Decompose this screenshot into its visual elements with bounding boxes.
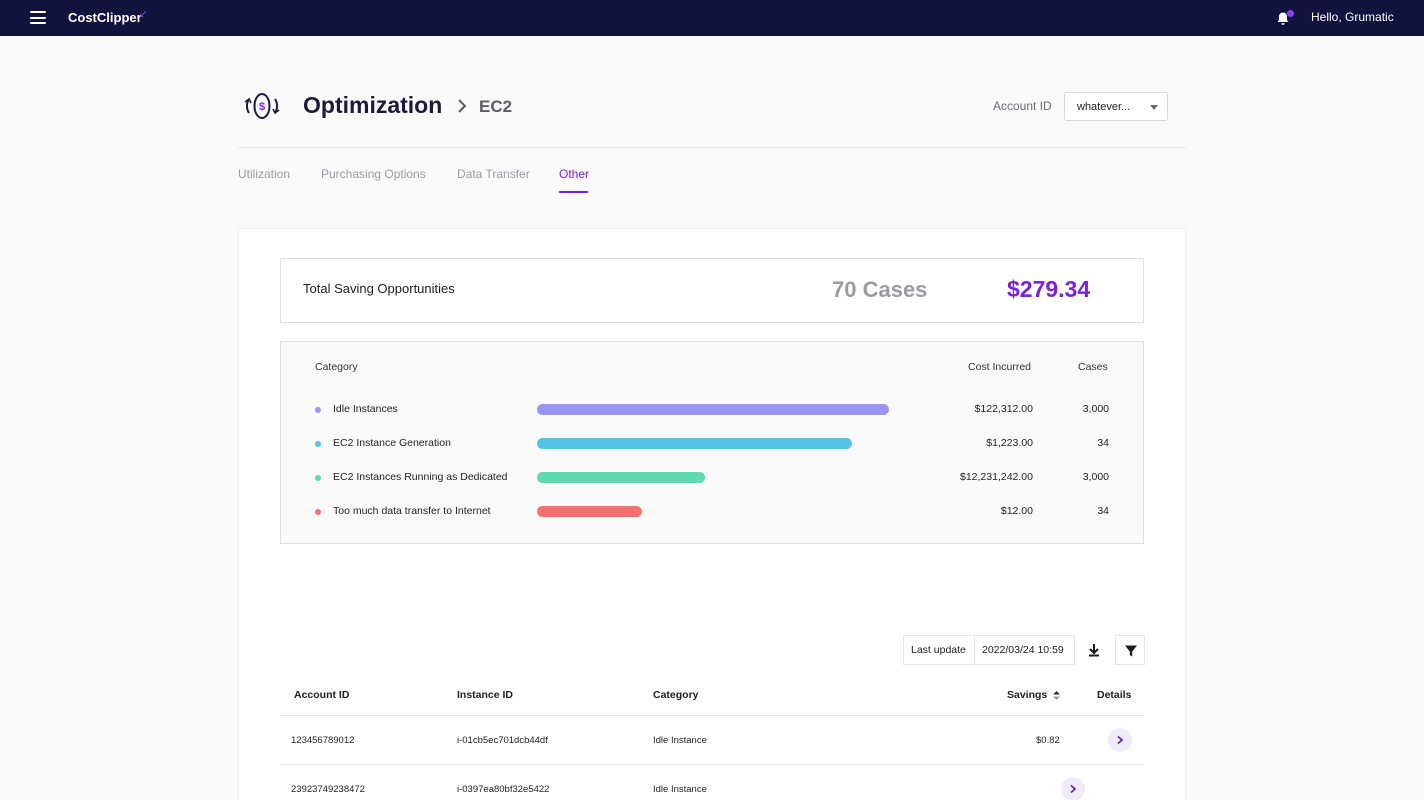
header-divider: [238, 147, 1186, 148]
table-row-divider: [280, 764, 1144, 765]
chevron-right-icon: [1117, 735, 1124, 745]
filter-icon: [1125, 645, 1137, 657]
row-1-category: Idle Instance: [653, 735, 707, 746]
row-2-category: Idle Instance: [653, 784, 707, 795]
summary-label: Total Saving Opportunities: [303, 281, 455, 296]
category-cases: 34: [1097, 437, 1109, 449]
user-greeting[interactable]: Hello, Grumatic: [1311, 10, 1394, 24]
sort-icon[interactable]: [1052, 690, 1061, 701]
last-update-box: Last update 2022/03/24 10:59: [903, 635, 1075, 665]
category-row: Idle Instances $122,312.00 3,000: [280, 400, 1144, 420]
tab-purchasing-options[interactable]: Purchasing Options: [321, 167, 426, 181]
account-id-select[interactable]: whatever...: [1064, 92, 1168, 121]
optimization-coin-icon: $: [244, 93, 280, 119]
table-header-divider: [280, 715, 1144, 716]
col-instance-id[interactable]: Instance ID: [457, 689, 514, 701]
category-bar: [537, 438, 852, 449]
last-update-value: 2022/03/24 10:59: [982, 644, 1064, 656]
breadcrumb-ec2[interactable]: EC2: [479, 97, 513, 116]
row-1-account-id: 123456789012: [291, 735, 355, 746]
row-1-instance-id: i-01cb5ec701dcb44df: [457, 735, 548, 746]
category-row: EC2 Instance Generation $1,223.00 34: [280, 434, 1144, 454]
col-account-id[interactable]: Account ID: [294, 689, 350, 701]
row-1-details-button[interactable]: [1108, 728, 1132, 752]
category-bar: [537, 506, 642, 517]
tab-data-transfer[interactable]: Data Transfer: [457, 167, 530, 181]
category-header: Category: [315, 361, 358, 373]
last-update-divider: [974, 636, 975, 664]
category-name: Too much data transfer to Internet: [333, 505, 491, 517]
hamburger-menu-icon[interactable]: [30, 11, 46, 24]
col-category[interactable]: Category: [653, 689, 699, 701]
category-bar: [537, 472, 705, 483]
summary-panel: [280, 258, 1144, 323]
filter-button[interactable]: [1115, 635, 1145, 665]
chevron-right-icon: [1070, 784, 1077, 794]
svg-text:$: $: [259, 101, 265, 113]
tab-utilization[interactable]: Utilization: [238, 167, 291, 181]
active-tab-indicator: [559, 191, 588, 193]
col-details: Details: [1097, 689, 1132, 701]
notification-bell-icon[interactable]: [1276, 11, 1290, 26]
category-bar: [537, 404, 889, 415]
category-name: EC2 Instances Running as Dedicated: [333, 471, 508, 483]
row-2-details-button[interactable]: [1061, 777, 1085, 800]
notification-badge: [1287, 10, 1294, 17]
category-cost: $12,231,242.00: [960, 471, 1033, 483]
category-cases: 3,000: [1082, 403, 1109, 415]
account-id-label: Account ID: [993, 99, 1052, 113]
category-color-dot: [315, 407, 321, 413]
category-row: EC2 Instances Running as Dedicated $12,23…: [280, 468, 1144, 488]
category-name: EC2 Instance Generation: [333, 437, 451, 449]
account-id-value: whatever...: [1077, 101, 1131, 113]
app-logo[interactable]: CostClipper: [68, 10, 142, 25]
category-name: Idle Instances: [333, 403, 398, 415]
category-cases: 3,000: [1082, 471, 1109, 483]
category-cases: 34: [1097, 505, 1109, 517]
logo-arrow-icon: ↙: [139, 9, 148, 20]
category-color-dot: [315, 475, 321, 481]
row-2-instance-id: i-0397ea80bf32e5422: [457, 784, 550, 795]
download-button[interactable]: [1079, 635, 1109, 665]
page-title: Optimization: [303, 92, 443, 118]
tab-other[interactable]: Other: [559, 167, 590, 181]
summary-cases: 70 Cases: [832, 277, 928, 302]
category-cost: $1,223.00: [986, 437, 1033, 449]
row-1-savings: $0.82: [1036, 735, 1060, 746]
cases-header: Cases: [1078, 361, 1108, 373]
chevron-down-icon: [1150, 105, 1158, 110]
chevron-right-icon: [458, 99, 467, 113]
last-update-label: Last update: [911, 644, 966, 656]
category-cost: $122,312.00: [974, 403, 1033, 415]
row-2-account-id: 23923749238472: [291, 784, 365, 795]
top-nav-bar: [0, 0, 1424, 36]
download-icon: [1089, 644, 1099, 657]
category-color-dot: [315, 509, 321, 515]
category-cost: $12.00: [1000, 505, 1033, 517]
cost-incurred-header: Cost Incurred: [968, 361, 1032, 373]
category-row: Too much data transfer to Internet $12.00…: [280, 502, 1144, 522]
summary-amount: $279.34: [1007, 276, 1091, 302]
col-savings[interactable]: Savings: [1007, 689, 1048, 701]
category-color-dot: [315, 441, 321, 447]
